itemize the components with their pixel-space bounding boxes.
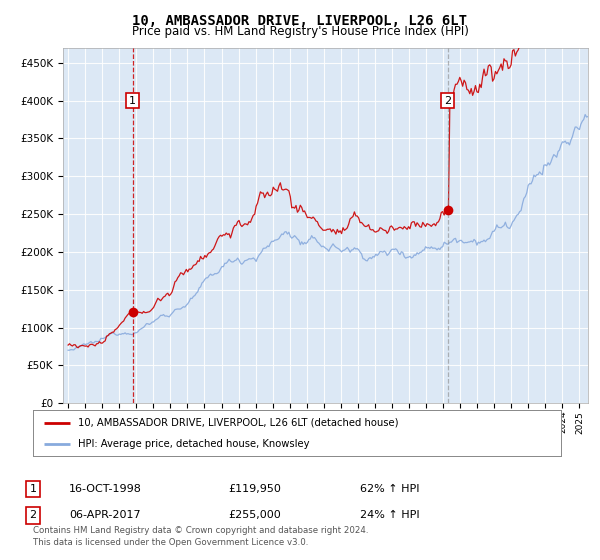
Text: 2: 2	[444, 96, 451, 106]
Text: 1: 1	[29, 484, 37, 494]
Text: 24% ↑ HPI: 24% ↑ HPI	[360, 510, 419, 520]
Text: 10, AMBASSADOR DRIVE, LIVERPOOL, L26 6LT: 10, AMBASSADOR DRIVE, LIVERPOOL, L26 6LT	[133, 14, 467, 28]
Text: Price paid vs. HM Land Registry's House Price Index (HPI): Price paid vs. HM Land Registry's House …	[131, 25, 469, 38]
Text: 10, AMBASSADOR DRIVE, LIVERPOOL, L26 6LT (detached house): 10, AMBASSADOR DRIVE, LIVERPOOL, L26 6LT…	[78, 418, 398, 428]
Text: 16-OCT-1998: 16-OCT-1998	[69, 484, 142, 494]
Text: HPI: Average price, detached house, Knowsley: HPI: Average price, detached house, Know…	[78, 439, 310, 449]
Text: 06-APR-2017: 06-APR-2017	[69, 510, 140, 520]
Text: Contains HM Land Registry data © Crown copyright and database right 2024.
This d: Contains HM Land Registry data © Crown c…	[33, 526, 368, 547]
Text: 62% ↑ HPI: 62% ↑ HPI	[360, 484, 419, 494]
Text: £255,000: £255,000	[228, 510, 281, 520]
Text: 1: 1	[129, 96, 136, 106]
Text: £119,950: £119,950	[228, 484, 281, 494]
Text: 2: 2	[29, 510, 37, 520]
